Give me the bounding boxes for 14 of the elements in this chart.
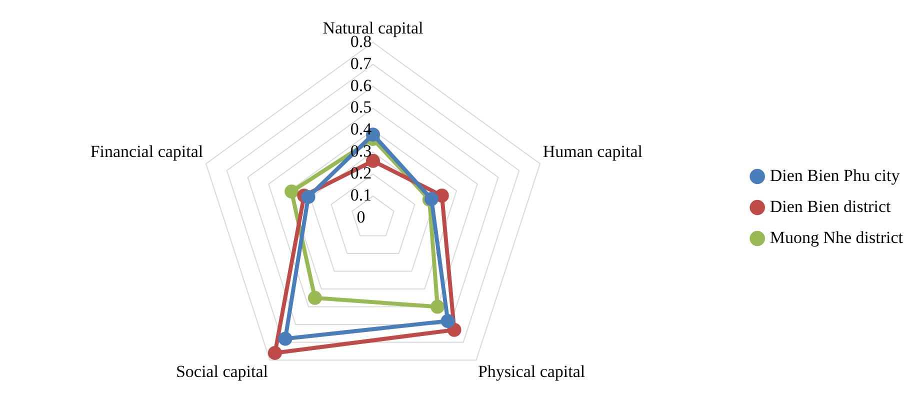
spoke-label: Financial capital xyxy=(90,142,204,162)
y-tick-label: 0.4 xyxy=(350,120,372,139)
y-tick-label: 0.6 xyxy=(350,76,372,95)
y-tick-label: 0.1 xyxy=(350,186,372,205)
spoke-label: Physical capital xyxy=(478,362,586,382)
legend-label: Dien Bien district xyxy=(770,196,891,216)
y-tick-label: 0.2 xyxy=(350,164,372,183)
y-tick-label: 0.5 xyxy=(350,98,372,117)
y-tick-label: 0 xyxy=(356,207,366,226)
legend-label: Muong Nhe district xyxy=(770,228,904,247)
spoke-label: Human capital xyxy=(542,142,643,162)
legend-label: Dien Bien Phu city xyxy=(770,166,900,185)
spoke-label: Social capital xyxy=(176,362,268,382)
y-tick-label: 0.7 xyxy=(350,54,372,73)
